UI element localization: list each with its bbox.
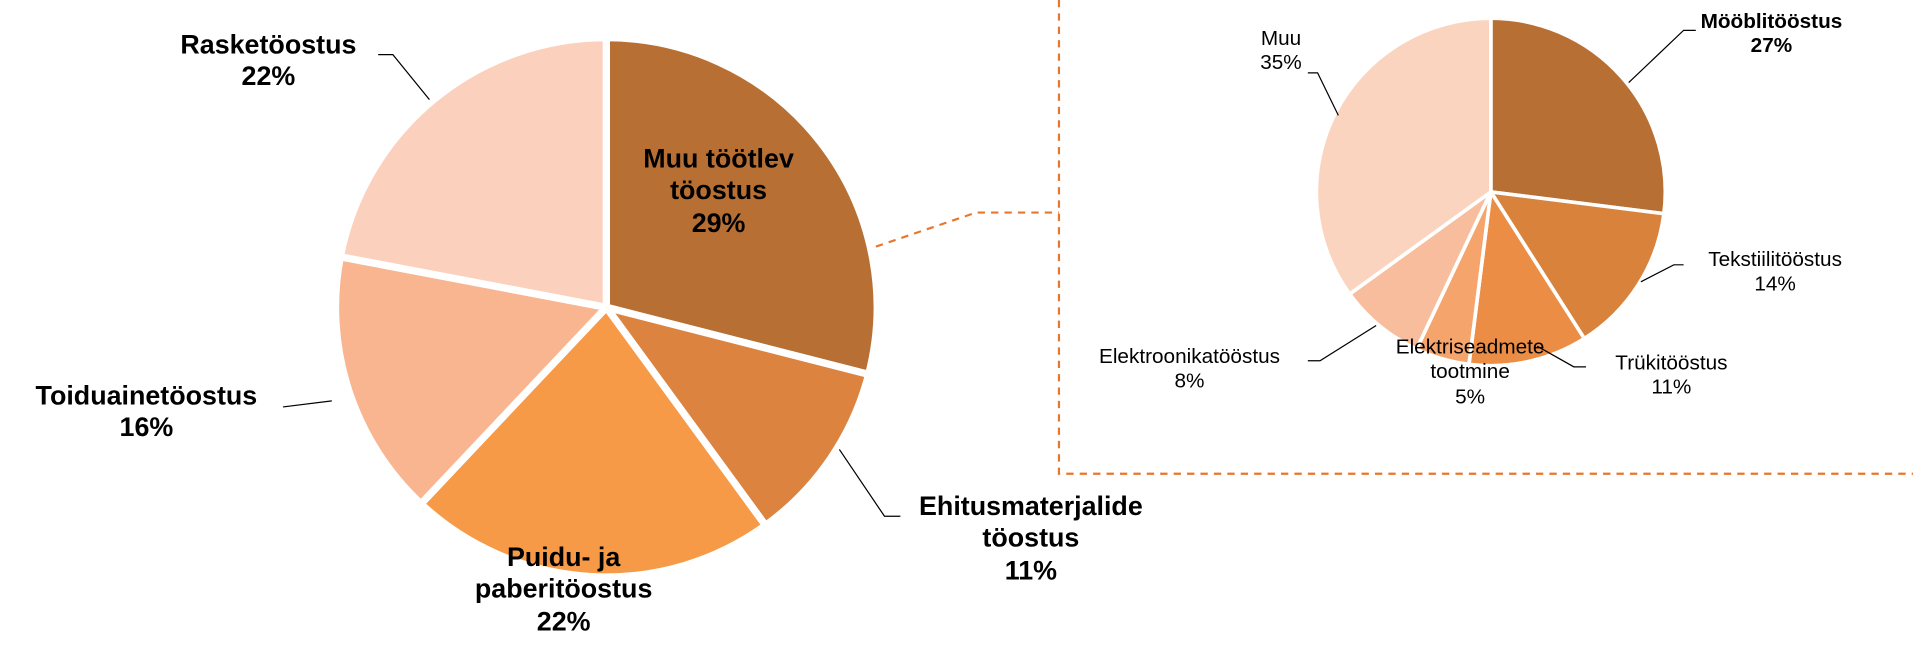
category-label: Muu töötlev töostus xyxy=(643,143,794,206)
connector-line xyxy=(875,211,1059,248)
value-label: 29% xyxy=(691,207,746,238)
detail-frame xyxy=(1057,0,1913,475)
category-label: Ehitusmaterjalide töostus xyxy=(919,490,1143,554)
leader-line xyxy=(1536,345,1587,368)
pie-slice xyxy=(602,34,881,379)
value-label: 11% xyxy=(1651,375,1692,399)
category-label: Elektroonikatööstus xyxy=(1098,344,1281,369)
leader-line xyxy=(378,54,430,100)
slice-label: Mööblitööstus 27% xyxy=(1668,10,1875,60)
leader-line xyxy=(838,449,901,517)
slice-label: Muu 35% xyxy=(1244,27,1317,77)
pie-slice xyxy=(331,253,611,508)
pie-slice xyxy=(1467,190,1587,368)
pie-slice xyxy=(602,303,873,530)
value-label: 11% xyxy=(1004,554,1058,586)
slice-label: Ehitusmaterjalide töostus 11% xyxy=(885,491,1178,587)
slice-label: Elektroonikatööstus 8% xyxy=(1068,345,1312,395)
slice-label: Rasketöostus 22% xyxy=(146,29,390,93)
value-label: 16% xyxy=(119,412,174,443)
slice-label: Toiduainetöostus 16% xyxy=(0,380,293,444)
value-label: 22% xyxy=(536,605,591,637)
pie-slice xyxy=(1489,190,1666,341)
value-label: 35% xyxy=(1260,51,1302,75)
slice-label: Trükitööstus 11% xyxy=(1598,351,1744,401)
category-label: Puidu- ja paberitöostus xyxy=(474,541,653,605)
value-label: 22% xyxy=(241,61,296,92)
category-label: Mööblitööstus xyxy=(1700,9,1843,33)
category-label: Rasketöostus xyxy=(180,29,357,60)
category-label: Elektriseadmete tootmine xyxy=(1395,335,1545,384)
value-label: 14% xyxy=(1754,272,1796,296)
slice-label: Muu töötlev töostus 29% xyxy=(621,143,816,239)
category-label: Toiduainetöostus xyxy=(35,380,258,411)
leader-line xyxy=(1307,325,1377,362)
pie-slice xyxy=(417,303,770,581)
leader-line xyxy=(1640,264,1684,283)
pie-slice xyxy=(1314,16,1493,296)
pie-slice xyxy=(1489,16,1668,216)
category-label: Trükitööstus xyxy=(1615,351,1728,375)
category-label: Muu xyxy=(1260,26,1302,50)
leader-line xyxy=(1628,29,1696,84)
leader-line xyxy=(282,400,332,408)
slice-label: Puidu- ja paberitöostus 22% xyxy=(448,542,680,638)
slice-label: Elektriseadmete tootmine 5% xyxy=(1366,335,1573,409)
pie-slice xyxy=(336,34,611,311)
leader-line xyxy=(1307,72,1339,116)
value-label: 5% xyxy=(1455,384,1486,408)
value-label: 8% xyxy=(1174,369,1205,393)
connector xyxy=(875,0,1913,475)
value-label: 27% xyxy=(1750,34,1793,58)
category-label: Tekstiilitööstus xyxy=(1708,247,1842,271)
slice-label: Tekstiilitööstus 14% xyxy=(1671,248,1878,298)
